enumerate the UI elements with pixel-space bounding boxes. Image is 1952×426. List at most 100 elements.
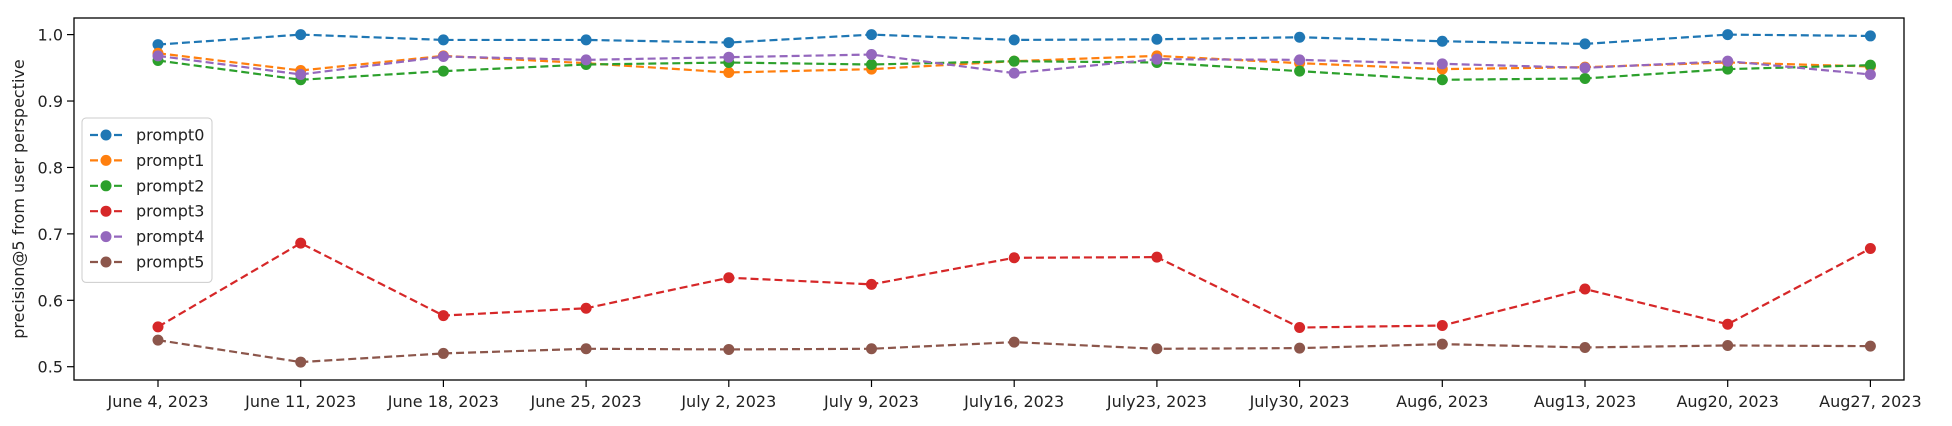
legend-swatch-marker — [100, 231, 112, 243]
y-tick-label: 1.0 — [38, 26, 63, 45]
legend-label: prompt0 — [136, 126, 204, 145]
series-prompt3 — [152, 237, 1876, 334]
data-point — [866, 58, 877, 70]
legend-box — [81, 117, 213, 283]
legend-label: prompt3 — [136, 202, 204, 221]
y-tick-label: 0.9 — [38, 92, 63, 111]
data-point — [1722, 63, 1734, 75]
data-point — [295, 356, 307, 368]
legend-item-prompt3: prompt3 — [90, 202, 204, 221]
data-point — [1294, 65, 1306, 77]
data-point — [1436, 74, 1448, 86]
data-point — [1294, 31, 1306, 43]
data-point — [1579, 72, 1591, 84]
data-point — [1722, 29, 1734, 41]
data-point — [580, 34, 592, 46]
data-point — [1436, 338, 1448, 350]
legend-swatch-marker — [100, 180, 112, 192]
legend-item-prompt4: prompt4 — [90, 227, 204, 246]
data-point — [1008, 336, 1020, 348]
legend: prompt0 prompt1 prompt2 prompt3 prompt4 promp… — [81, 117, 213, 283]
y-tick-label: 0.7 — [38, 225, 63, 244]
x-tick-label: Aug13, 2023 — [1534, 392, 1637, 411]
legend-item-prompt2: prompt2 — [90, 176, 204, 195]
data-point — [295, 29, 307, 41]
data-point — [1864, 68, 1876, 80]
legend-label: prompt4 — [136, 227, 204, 246]
data-point — [1864, 242, 1876, 254]
data-point — [580, 54, 592, 66]
data-point — [1436, 320, 1448, 332]
data-point — [152, 50, 164, 62]
data-point — [437, 310, 449, 322]
legend-item-prompt0: prompt0 — [90, 126, 204, 145]
data-point — [1151, 343, 1163, 355]
data-point — [437, 347, 449, 359]
data-point — [1579, 62, 1591, 74]
data-point — [723, 51, 735, 63]
series-prompt5 — [152, 334, 1876, 368]
data-point — [295, 237, 307, 249]
data-point — [437, 51, 449, 63]
x-tick-label: July30, 2023 — [1249, 392, 1350, 411]
data-point — [152, 321, 164, 333]
data-point — [723, 343, 735, 355]
x-tick-label: June 11, 2023 — [244, 392, 356, 411]
x-tick-label: July23, 2023 — [1106, 392, 1207, 411]
legend-swatch-marker — [100, 205, 112, 217]
series-prompt0 — [152, 29, 1876, 51]
x-axis: June 4, 2023 June 11, 2023 June 18, 2023 Ju… — [107, 380, 1922, 411]
legend-label: prompt5 — [136, 253, 204, 272]
x-tick-label: Aug27, 2023 — [1819, 392, 1922, 411]
data-point — [1294, 322, 1306, 334]
legend-item-prompt5: prompt5 — [90, 253, 204, 272]
data-point — [866, 343, 877, 355]
data-point — [1864, 30, 1876, 42]
data-point — [437, 65, 449, 77]
data-point — [437, 34, 449, 46]
data-point — [1008, 252, 1020, 264]
data-point — [295, 68, 307, 80]
legend-label: prompt1 — [136, 151, 204, 170]
x-tick-label: June 25, 2023 — [530, 392, 642, 411]
legend-item-prompt1: prompt1 — [90, 151, 204, 170]
data-point — [152, 39, 164, 51]
legend-swatch-marker — [100, 256, 112, 268]
data-point — [723, 37, 735, 49]
data-point — [1579, 38, 1591, 50]
data-point — [723, 272, 735, 284]
data-point — [1151, 251, 1163, 263]
data-point — [1008, 34, 1020, 46]
data-point — [1579, 341, 1591, 353]
data-point — [580, 343, 592, 355]
legend-swatch-marker — [100, 129, 112, 141]
x-tick-label: July16, 2023 — [963, 392, 1064, 411]
data-point — [1864, 59, 1876, 71]
legend-label: prompt2 — [136, 176, 204, 195]
x-tick-label: June 4, 2023 — [107, 392, 209, 411]
data-point — [1008, 55, 1020, 67]
data-point — [1436, 58, 1448, 70]
y-axis-title: precision@5 from user perspective — [9, 59, 28, 339]
y-tick-label: 0.8 — [38, 158, 63, 177]
data-point — [1436, 35, 1448, 47]
data-point — [1722, 339, 1734, 351]
data-point — [580, 302, 592, 314]
x-tick-label: July 2, 2023 — [680, 392, 776, 411]
series-prompt4 — [152, 49, 1876, 80]
legend-swatch-marker — [100, 154, 112, 166]
series-layer — [152, 29, 1876, 368]
data-point — [1579, 283, 1591, 295]
data-point — [1864, 340, 1876, 352]
data-point — [1722, 55, 1734, 67]
x-tick-label: July 9, 2023 — [823, 392, 919, 411]
data-point — [1151, 53, 1163, 65]
y-axis: 0.5 0.6 0.7 0.8 0.9 1.0 — [38, 26, 74, 377]
x-tick-label: June 18, 2023 — [387, 392, 499, 411]
data-point — [152, 334, 164, 346]
x-tick-label: Aug6, 2023 — [1396, 392, 1488, 411]
data-point — [866, 278, 877, 290]
y-tick-label: 0.6 — [38, 291, 63, 310]
plot-frame — [73, 17, 1905, 381]
data-point — [1722, 318, 1734, 330]
